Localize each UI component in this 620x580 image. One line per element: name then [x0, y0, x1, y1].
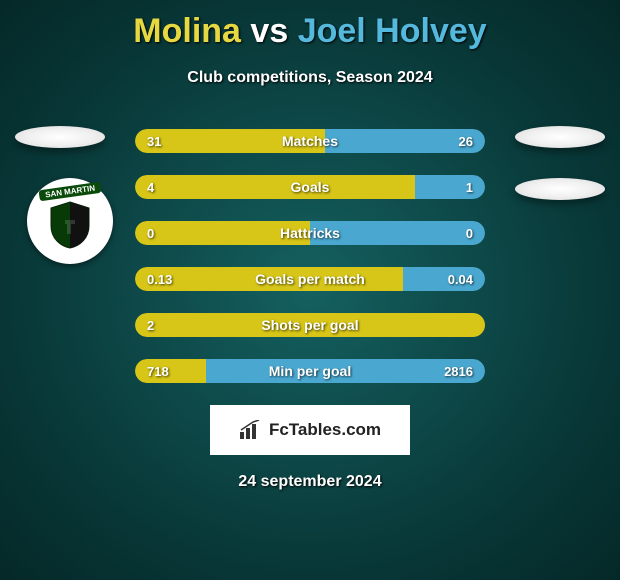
team-crest-left: SAN MARTIN	[27, 178, 113, 264]
stat-label: Min per goal	[135, 359, 485, 383]
team-placeholder-right-2	[515, 178, 605, 200]
stats-bars: 3126Matches 41Goals 00Hattricks 0.130.04Goa…	[135, 129, 485, 383]
title-player-right: Joel Holvey	[298, 12, 487, 50]
team-placeholder-right-1	[515, 126, 605, 148]
stat-label: Matches	[135, 129, 485, 153]
title-vs: vs	[250, 12, 288, 50]
fctables-logo: FcTables.com	[210, 405, 410, 455]
stat-row: 2Shots per goal	[135, 313, 485, 337]
title-player-left: Molina	[133, 12, 241, 50]
stat-label: Goals	[135, 175, 485, 199]
stat-row: 41Goals	[135, 175, 485, 199]
date-label: 24 september 2024	[0, 473, 620, 491]
shield-icon	[47, 200, 93, 250]
team-placeholder-left-1	[15, 126, 105, 148]
stat-label: Shots per goal	[135, 313, 485, 337]
stat-row: 0.130.04Goals per match	[135, 267, 485, 291]
comparison-title: Molina vs Joel Holvey	[0, 0, 620, 51]
crest-banner-text: SAN MARTIN	[38, 182, 101, 202]
logo-text: FcTables.com	[269, 420, 381, 440]
subtitle: Club competitions, Season 2024	[0, 69, 620, 87]
stat-label: Hattricks	[135, 221, 485, 245]
stat-row: 7182816Min per goal	[135, 359, 485, 383]
stat-label: Goals per match	[135, 267, 485, 291]
chart-icon	[239, 420, 263, 440]
stat-row: 00Hattricks	[135, 221, 485, 245]
stat-row: 3126Matches	[135, 129, 485, 153]
